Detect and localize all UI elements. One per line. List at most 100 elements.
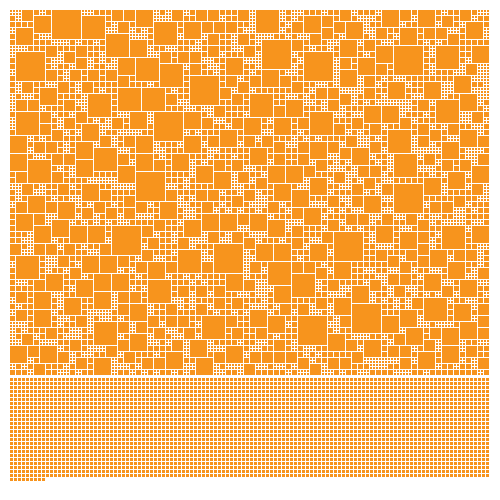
mosaic-tile [487, 70, 489, 72]
mosaic-tile [238, 190, 240, 192]
mosaic-tile [49, 220, 51, 222]
mosaic-tile [460, 370, 465, 375]
mosaic-tile [10, 220, 15, 225]
mosaic-tile [166, 343, 168, 345]
mosaic-tile [160, 370, 165, 375]
mosaic-tile [484, 76, 486, 78]
mosaic-tile [385, 151, 387, 153]
mosaic-tile [433, 148, 435, 150]
mosaic-tile [466, 274, 468, 276]
mosaic-tile [301, 256, 303, 258]
mosaic-tile [100, 130, 102, 132]
mosaic-tile [352, 97, 354, 99]
mosaic-tile [16, 238, 21, 243]
mosaic-tile [400, 370, 402, 372]
mosaic-tile [466, 157, 468, 159]
mosaic-tile [442, 280, 444, 282]
mosaic-tile [175, 238, 177, 240]
mosaic-tile [208, 154, 210, 156]
mosaic-tile [358, 211, 360, 213]
mosaic-tile [154, 256, 156, 258]
mosaic-tile [436, 16, 441, 21]
mosaic-tile [307, 139, 309, 141]
mosaic-tile [385, 211, 387, 213]
mosaic-tile [100, 88, 102, 90]
mosaic-tile [370, 256, 375, 261]
mosaic-tile [64, 148, 66, 150]
mosaic-tile [322, 196, 327, 201]
mosaic-tile [94, 220, 96, 222]
mosaic-tile [304, 136, 306, 138]
mosaic-tile [364, 31, 366, 33]
mosaic-tile [373, 154, 375, 156]
mosaic-tile [208, 292, 210, 294]
mosaic-tile [370, 31, 372, 33]
mosaic-tile [28, 160, 51, 183]
mosaic-tile [418, 169, 420, 171]
mosaic-tile [88, 352, 90, 354]
mosaic-tile [160, 202, 177, 219]
mosaic-tile [436, 340, 438, 342]
mosaic-tile [367, 280, 369, 282]
mosaic-tile [223, 118, 225, 120]
mosaic-tile [412, 364, 417, 369]
mosaic-tile [472, 268, 474, 270]
mosaic-tile [232, 34, 234, 36]
mosaic-tile [187, 106, 189, 108]
mosaic-tile [184, 172, 189, 177]
mosaic-tile [109, 64, 111, 66]
mosaic-tile [238, 343, 240, 345]
mosaic-tile [331, 169, 333, 171]
mosaic-tile [418, 286, 423, 291]
mosaic-tile [127, 151, 129, 153]
mosaic-tile [190, 322, 195, 327]
mosaic-tile [472, 148, 474, 150]
mosaic-tile [379, 160, 381, 162]
mosaic-tile [94, 172, 99, 177]
mosaic-tile [97, 253, 99, 255]
mosaic-tile [331, 253, 333, 255]
mosaic-tile [403, 214, 405, 216]
mosaic-tile [418, 160, 423, 165]
mosaic-tile [82, 220, 84, 222]
mosaic-tile [406, 85, 408, 87]
mosaic-tile [286, 352, 297, 363]
mosaic-tile [82, 277, 84, 279]
mosaic-tile [484, 208, 489, 213]
mosaic-tile [328, 172, 333, 177]
mosaic-tile [322, 352, 327, 357]
mosaic-tile [163, 148, 165, 150]
mosaic-tile [100, 64, 105, 69]
mosaic-tile [358, 19, 360, 21]
mosaic-tile [487, 28, 489, 30]
mosaic-tile [121, 115, 123, 117]
mosaic-tile [136, 172, 165, 201]
mosaic-tile [70, 220, 72, 222]
mosaic-tile [400, 274, 411, 285]
mosaic-tile [19, 91, 21, 93]
mosaic-tile [166, 274, 168, 276]
mosaic-tile [118, 378, 121, 381]
mosaic-tile [97, 40, 99, 42]
mosaic-tile [76, 265, 78, 267]
mosaic-tile [310, 88, 312, 90]
mosaic-tile [109, 316, 111, 318]
mosaic-tile [238, 22, 243, 27]
mosaic-tile [397, 103, 399, 105]
mosaic-tile [145, 214, 147, 216]
mosaic-tile [112, 118, 123, 129]
mosaic-tile [94, 217, 96, 219]
mosaic-tile [382, 160, 387, 165]
mosaic-tile [460, 220, 462, 222]
mosaic-tile [328, 184, 333, 189]
mosaic-tile [352, 16, 357, 21]
mosaic-tile [157, 55, 159, 57]
mosaic-tile [274, 142, 285, 153]
mosaic-tile [412, 358, 414, 360]
mosaic-tile [10, 244, 21, 255]
mosaic-tile [184, 202, 186, 204]
mosaic-tile [250, 310, 267, 327]
mosaic-tile [82, 346, 87, 351]
mosaic-tile [160, 16, 162, 18]
mosaic-tile [487, 106, 489, 108]
